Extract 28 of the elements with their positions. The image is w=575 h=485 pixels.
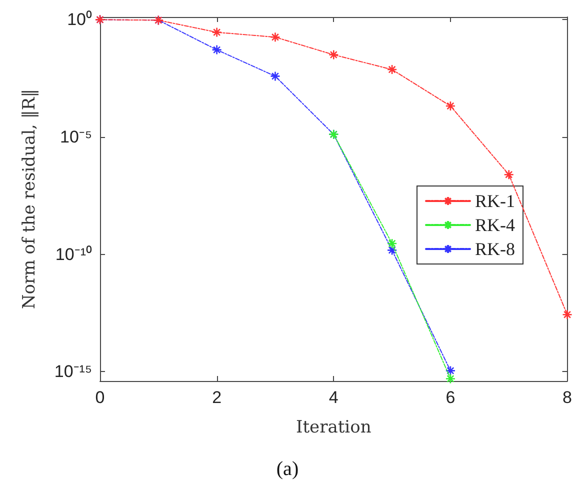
point bbox=[445, 374, 456, 384]
y-tick-label: 10⁻¹⁰ bbox=[55, 244, 92, 264]
x-axis-title: Iteration bbox=[296, 418, 372, 438]
y-tick-label: 10⁻⁵ bbox=[60, 128, 92, 147]
point bbox=[445, 100, 456, 112]
point bbox=[386, 245, 398, 256]
y-tick-label: 10⁻¹⁵ bbox=[54, 362, 92, 382]
text: (a) bbox=[276, 458, 299, 480]
x-tick-label: 2 bbox=[212, 388, 222, 407]
point bbox=[562, 309, 572, 320]
x-tick-label: 4 bbox=[328, 388, 338, 407]
point bbox=[270, 71, 280, 82]
point bbox=[386, 238, 398, 249]
point bbox=[328, 50, 339, 60]
point bbox=[212, 27, 222, 38]
point bbox=[504, 169, 514, 180]
y-tick-label: 10⁰ bbox=[67, 10, 92, 30]
legend-label: RK-1 bbox=[475, 191, 515, 211]
x-tick-label: 6 bbox=[446, 388, 456, 407]
x-tick-label: 8 bbox=[562, 388, 572, 407]
point bbox=[445, 366, 456, 376]
y-axis-title: Norm of the residual, ‖R‖ bbox=[20, 88, 40, 310]
x-tick-label: 0 bbox=[95, 388, 105, 407]
point bbox=[386, 64, 398, 75]
point bbox=[212, 44, 222, 55]
legend-label: RK-4 bbox=[475, 215, 515, 235]
legend-label: RK-8 bbox=[475, 239, 515, 259]
point bbox=[270, 32, 280, 42]
